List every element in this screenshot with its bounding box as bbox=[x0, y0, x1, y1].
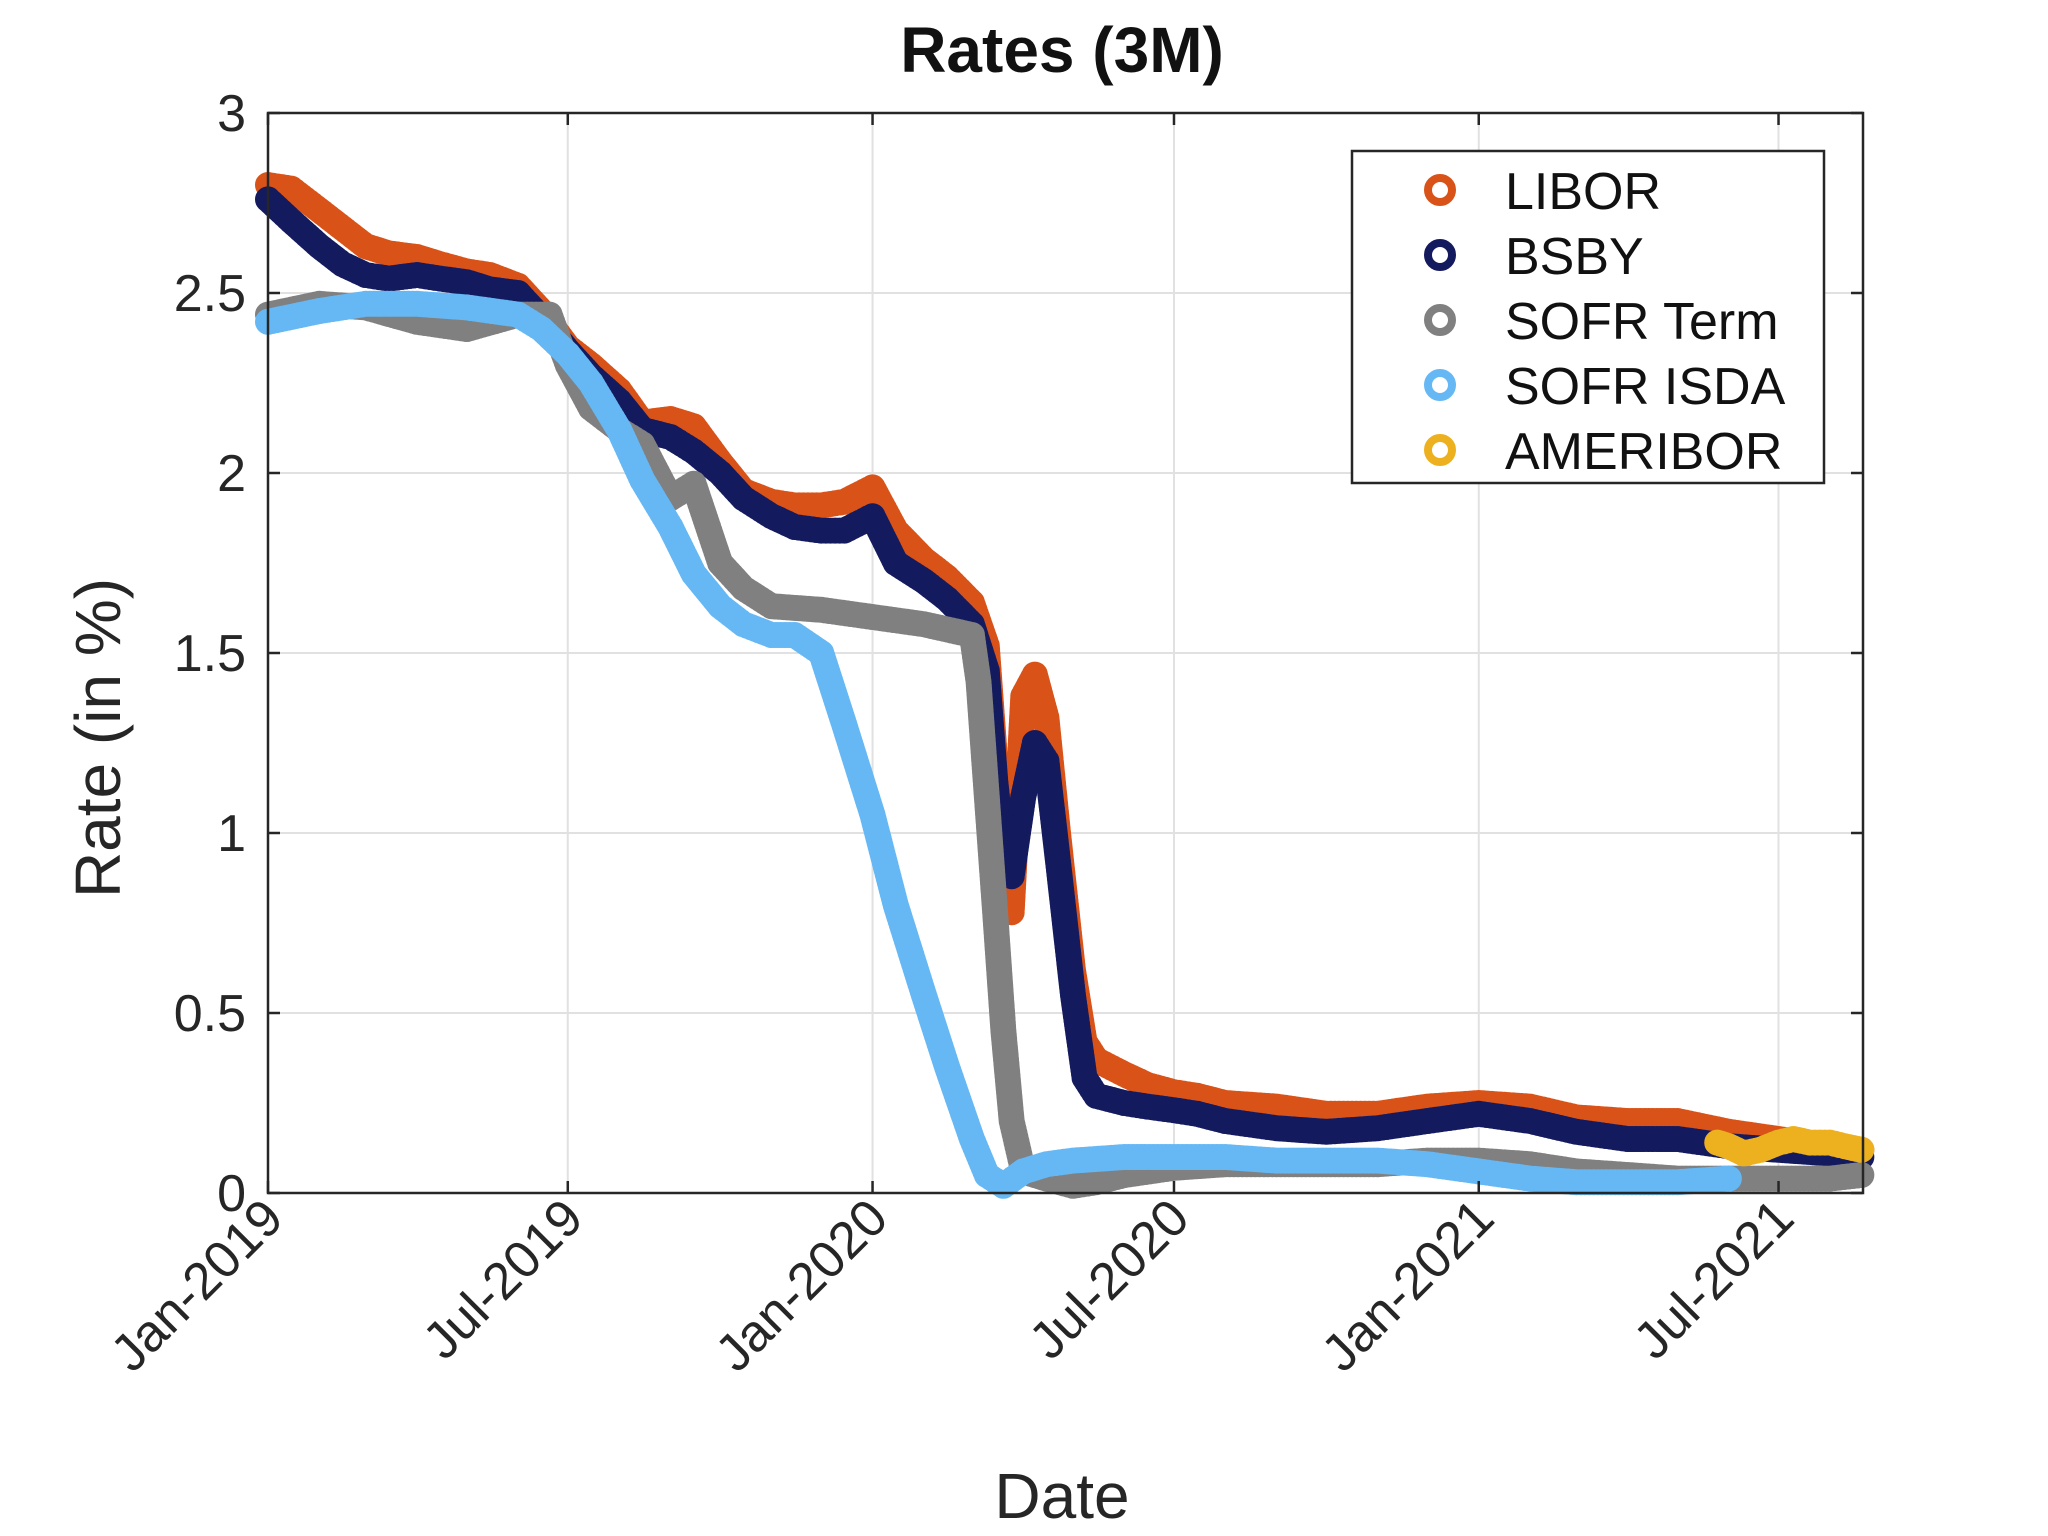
data-point bbox=[1848, 1136, 1875, 1163]
y-axis-label: Rate (in %) bbox=[62, 578, 134, 898]
legend-label-libor: LIBOR bbox=[1505, 163, 1661, 221]
series-layer bbox=[255, 172, 1875, 1199]
legend-marker-sofr-term bbox=[1424, 304, 1456, 336]
legend: LIBOR BSBY SOFR Term SOFR ISDA AMERIBOR bbox=[1350, 149, 1826, 485]
legend-label-sofr-isda: SOFR ISDA bbox=[1505, 358, 1786, 416]
legend-marker-ameribor bbox=[1424, 434, 1456, 466]
x-tick-label: Jul-2019 bbox=[412, 1188, 594, 1370]
x-tick-label: Jan-2020 bbox=[705, 1188, 899, 1382]
x-tick-label: Jul-2021 bbox=[1623, 1188, 1805, 1370]
chart-title: Rates (3M) bbox=[900, 14, 1224, 86]
x-tick-label: Jul-2020 bbox=[1018, 1188, 1200, 1370]
y-tick-label: 0.5 bbox=[174, 985, 246, 1043]
x-axis-label: Date bbox=[994, 1460, 1129, 1532]
legend-marker-bsby bbox=[1424, 239, 1456, 271]
legend-marker-sofr-isda bbox=[1424, 369, 1456, 401]
legend-label-bsby: BSBY bbox=[1505, 228, 1644, 286]
legend-marker-libor bbox=[1424, 174, 1456, 206]
legend-label-ameribor: AMERIBOR bbox=[1505, 423, 1782, 481]
y-tick-label: 2 bbox=[217, 445, 246, 503]
x-tick-label: Jan-2019 bbox=[100, 1188, 294, 1382]
series-sofr-isda bbox=[255, 290, 1742, 1199]
y-tick-label: 1 bbox=[217, 805, 246, 863]
x-tick-label: Jan-2021 bbox=[1311, 1188, 1505, 1382]
y-tick-label: 1.5 bbox=[174, 625, 246, 683]
legend-label-sofr-term: SOFR Term bbox=[1505, 293, 1779, 351]
y-tick-label: 0 bbox=[217, 1165, 246, 1223]
data-point bbox=[1715, 1165, 1742, 1192]
y-tick-label: 3 bbox=[217, 85, 246, 143]
y-tick-label: 2.5 bbox=[174, 265, 246, 323]
series-ameribor bbox=[1704, 1126, 1875, 1167]
data-point bbox=[1848, 1162, 1875, 1188]
